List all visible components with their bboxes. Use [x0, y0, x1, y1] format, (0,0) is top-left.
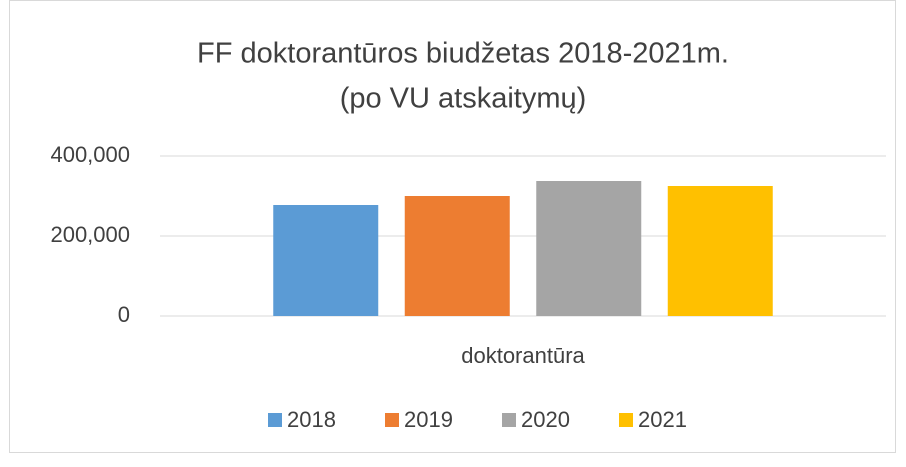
legend-label: 2019	[404, 407, 453, 432]
legend-label: 2018	[287, 407, 336, 432]
x-tick-label: doktorantūra	[461, 343, 585, 368]
bar	[667, 186, 773, 316]
legend-swatch	[619, 413, 633, 427]
y-tick-label: 200,000	[50, 222, 130, 247]
bar	[273, 205, 379, 316]
bar	[404, 196, 510, 316]
legend-swatch	[502, 413, 516, 427]
y-tick-label: 0	[118, 302, 130, 327]
bar	[536, 181, 642, 316]
legend-label: 2021	[638, 407, 687, 432]
chart-subtitle: (po VU atskaitymų)	[340, 83, 587, 115]
chart-title: FF doktorantūros biudžetas 2018-2021m.	[197, 38, 729, 70]
legend-label: 2020	[521, 407, 570, 432]
y-tick-label: 400,000	[50, 142, 130, 167]
legend-swatch	[385, 413, 399, 427]
legend-swatch	[268, 413, 282, 427]
